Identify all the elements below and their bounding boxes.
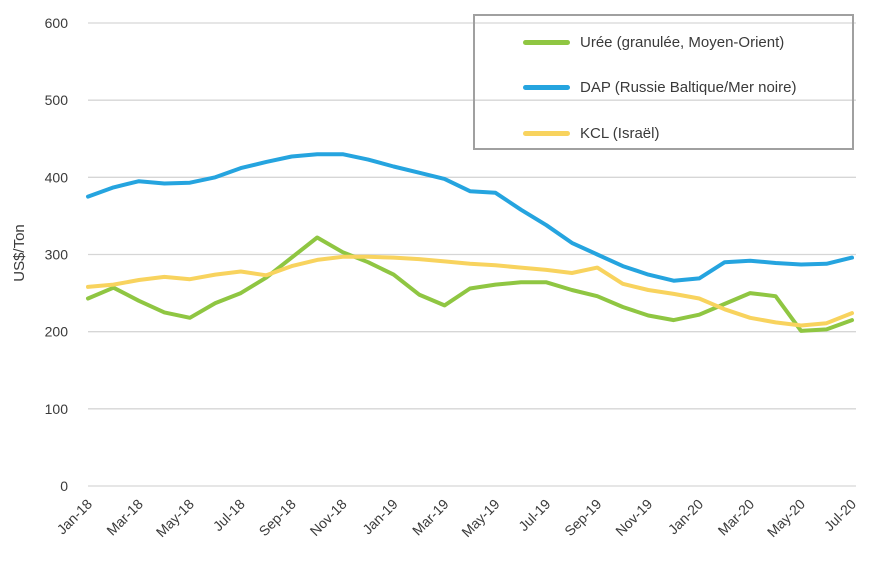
x-tick-label: Jan-19: [359, 496, 401, 538]
x-tick-label: May-20: [764, 496, 808, 540]
y-tick-label: 100: [45, 401, 69, 417]
uree-line-swatch-icon: [523, 39, 570, 45]
x-tick-label: May-18: [153, 496, 197, 540]
x-tick-label: May-19: [458, 496, 502, 540]
x-tick-label: Jan-20: [665, 496, 707, 538]
x-tick-label: Mar-18: [103, 496, 146, 539]
x-tick-label: Jul-20: [821, 496, 859, 534]
y-tick-label: 600: [45, 15, 69, 31]
x-tick-label: Nov-19: [612, 496, 655, 539]
x-tick-label: Nov-18: [307, 496, 350, 539]
y-tick-label: 400: [45, 169, 69, 185]
y-tick-label: 0: [60, 478, 68, 494]
legend-item-dap: DAP (Russie Baltique/Mer noire): [523, 76, 796, 98]
dap-line-swatch-icon: [523, 84, 570, 90]
y-axis-title: US$/Ton: [11, 224, 28, 282]
legend-label-uree: Urée (granulée, Moyen-Orient): [580, 33, 785, 51]
legend-label-kcl: KCL (Israël): [580, 124, 660, 142]
y-tick-label: 200: [45, 324, 69, 340]
x-tick-label: Mar-19: [409, 496, 452, 539]
series-line-2: [86, 254, 854, 328]
x-tick-label: Sep-19: [561, 496, 604, 539]
y-tick-label: 500: [45, 92, 69, 108]
x-tick-label: Mar-20: [715, 496, 758, 539]
y-tick-label: 300: [45, 247, 69, 263]
x-tick-label: Jan-18: [54, 496, 96, 538]
legend-item-uree: Urée (granulée, Moyen-Orient): [523, 31, 784, 53]
x-tick-label: Sep-18: [256, 496, 299, 539]
legend-item-kcl: KCL (Israël): [523, 122, 659, 144]
series-line-1: [86, 152, 854, 283]
kcl-line-swatch-icon: [523, 130, 570, 136]
series-line-0: [86, 235, 854, 333]
x-tick-label: Jul-18: [210, 496, 248, 534]
legend-label-dap: DAP (Russie Baltique/Mer noire): [580, 78, 797, 96]
chart-legend: Urée (granulée, Moyen-Orient) DAP (Russi…: [473, 14, 854, 150]
x-tick-label: Jul-19: [515, 496, 553, 534]
